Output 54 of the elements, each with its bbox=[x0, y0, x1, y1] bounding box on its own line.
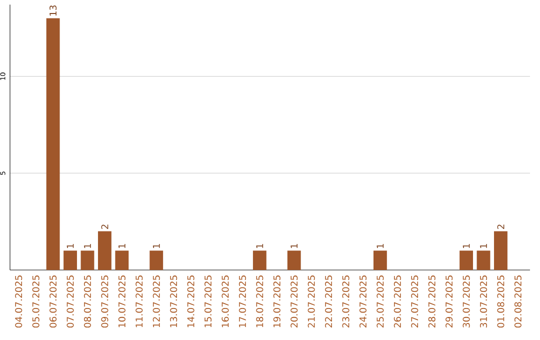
x-tick-label: 20.07.2025 bbox=[290, 276, 298, 328]
bar bbox=[373, 250, 387, 270]
data-label: 1 bbox=[118, 244, 126, 248]
x-tick-label: 01.08.2025 bbox=[497, 276, 504, 328]
x-tick-label: 29.07.2025 bbox=[446, 276, 453, 328]
bar bbox=[150, 250, 164, 270]
x-tick-label: 19.07.2025 bbox=[273, 276, 280, 328]
x-tick-label: 23.07.2025 bbox=[342, 276, 350, 328]
data-label: 2 bbox=[497, 224, 504, 229]
x-tick-label: 17.07.2025 bbox=[238, 276, 246, 328]
bar bbox=[252, 250, 266, 270]
data-label: 1 bbox=[376, 244, 384, 248]
bar bbox=[115, 250, 129, 270]
data-label: 13 bbox=[50, 6, 57, 16]
x-tick-label: 16.07.2025 bbox=[222, 276, 229, 328]
data-label: 1 bbox=[256, 244, 264, 248]
data-label: 2 bbox=[101, 224, 108, 229]
x-tick-label: 21.07.2025 bbox=[308, 276, 315, 328]
bar bbox=[98, 231, 112, 270]
x-tick-label: 15.07.2025 bbox=[204, 276, 212, 328]
x-tick-label: 25.07.2025 bbox=[376, 276, 384, 328]
x-tick-label: 12.07.2025 bbox=[152, 276, 160, 328]
x-tick-label: 24.07.2025 bbox=[359, 276, 366, 328]
x-tick-label: 27.07.2025 bbox=[411, 276, 418, 328]
bar bbox=[287, 250, 301, 270]
x-tick-label: 31.07.2025 bbox=[480, 276, 488, 328]
x-tick-label: 04.07.2025 bbox=[15, 276, 22, 328]
data-label: 1 bbox=[480, 244, 487, 248]
x-tick-label: 06.07.2025 bbox=[50, 276, 57, 328]
x-tick-label: 11.07.2025 bbox=[136, 276, 143, 328]
data-label: 1 bbox=[66, 244, 74, 248]
data-label: 1 bbox=[462, 244, 470, 248]
x-tick-label: 10.07.2025 bbox=[118, 276, 126, 328]
bar bbox=[460, 250, 474, 270]
data-label: 1 bbox=[290, 244, 298, 248]
x-tick-label: 02.08.2025 bbox=[514, 276, 522, 328]
x-tick-label: 14.07.2025 bbox=[187, 276, 194, 328]
x-tick-label: 08.07.2025 bbox=[84, 276, 92, 328]
x-tick-label: 09.07.2025 bbox=[101, 276, 108, 328]
bar bbox=[46, 18, 60, 270]
bar bbox=[64, 250, 77, 270]
data-label: 1 bbox=[84, 244, 91, 248]
bar bbox=[80, 250, 94, 270]
x-tick-label: 18.07.2025 bbox=[256, 276, 264, 328]
x-tick-label: 30.07.2025 bbox=[462, 276, 470, 328]
x-tick-label: 28.07.2025 bbox=[428, 276, 436, 328]
bar bbox=[494, 231, 508, 270]
x-tick-label: 26.07.2025 bbox=[394, 276, 401, 328]
bar bbox=[476, 250, 490, 270]
data-label: 1 bbox=[152, 244, 160, 248]
x-tick-label: 22.07.2025 bbox=[325, 276, 332, 328]
x-tick-label: 13.07.2025 bbox=[170, 276, 178, 328]
x-tick-label: 07.07.2025 bbox=[66, 276, 74, 328]
x-tick-label: 05.07.2025 bbox=[32, 276, 40, 328]
